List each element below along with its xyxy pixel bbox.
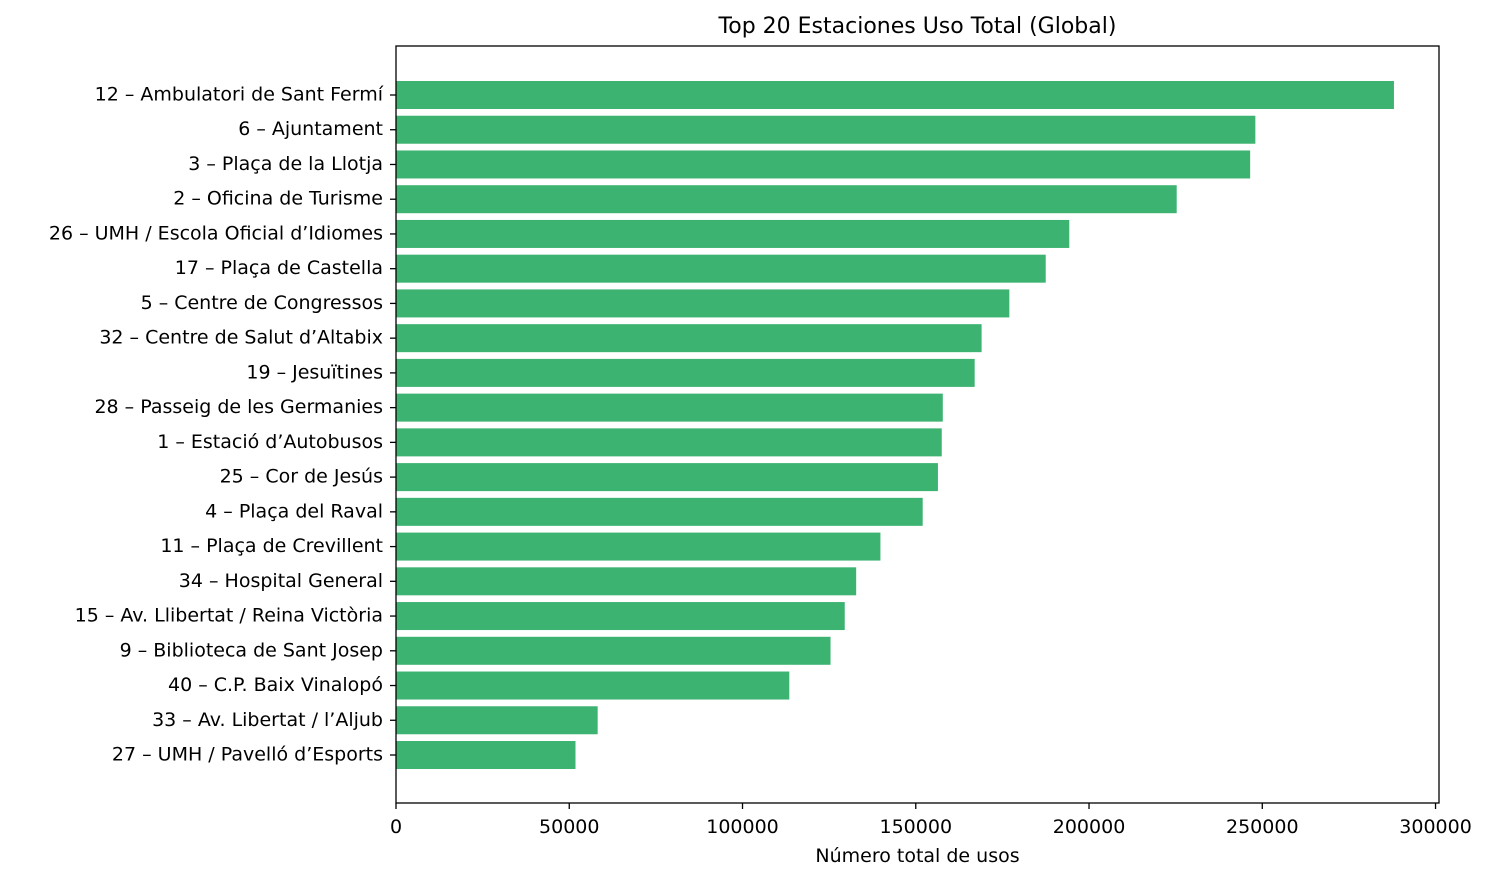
chart-title: Top 20 Estaciones Uso Total (Global) <box>718 14 1117 39</box>
bar-3 <box>396 150 1251 179</box>
x-tick-label: 300000 <box>1399 816 1472 838</box>
x-ticks: 0 50000 100000 150000 200000 250000 300000 <box>390 803 1472 838</box>
y-tick-label: 5 – Centre de Congressos <box>141 292 383 314</box>
y-tick-label: 33 – Av. Libertat / l’Aljub <box>152 709 383 731</box>
y-tick-label: 1 – Estació d’Autobusos <box>157 431 383 453</box>
y-tick-label: 2 – Oficina de Turisme <box>173 188 383 210</box>
y-tick-label: 34 – Hospital General <box>179 570 383 592</box>
bar-12 <box>396 463 938 492</box>
bar-13 <box>396 497 923 526</box>
y-tick-label: 17 – Plaça de Castella <box>175 257 383 279</box>
x-tick-label: 0 <box>390 816 402 838</box>
x-tick-label: 100000 <box>706 816 779 838</box>
bar-15 <box>396 567 857 596</box>
bar-1 <box>396 81 1394 109</box>
y-tick-label: 26 – UMH / Escola Oficial d’Idiomes <box>49 222 383 244</box>
y-tick-label: 4 – Plaça del Raval <box>205 500 383 522</box>
y-tick-label: 11 – Plaça de Crevillent <box>160 535 383 557</box>
bar-16 <box>396 602 845 631</box>
bar-10 <box>396 393 943 422</box>
y-tick-label: 19 – Jesuïtines <box>246 361 383 383</box>
bar-17 <box>396 636 831 665</box>
y-tick-label: 40 – C.P. Baix Vinalopó <box>168 674 383 696</box>
y-tick-label: 3 – Plaça de la Llotja <box>188 153 383 175</box>
x-axis-label: Número total de usos <box>815 845 1019 867</box>
y-tick-label: 12 – Ambulatori de Sant Fermí <box>95 84 384 106</box>
x-tick-label: 250000 <box>1226 816 1299 838</box>
x-tick-label: 200000 <box>1053 816 1126 838</box>
y-tick-label: 27 – UMH / Pavelló d’Esports <box>112 744 383 766</box>
x-tick-label: 50000 <box>539 816 599 838</box>
bar-5 <box>396 219 1070 248</box>
bar-20 <box>396 741 576 769</box>
bar-14 <box>396 532 881 561</box>
bar-8 <box>396 324 982 353</box>
bar-9 <box>396 358 975 387</box>
bar-18 <box>396 671 790 700</box>
bar-11 <box>396 428 942 457</box>
y-tick-label: 32 – Centre de Salut d’Altabix <box>99 327 383 349</box>
y-tick-label: 25 – Cor de Jesús <box>220 466 383 488</box>
y-tick-label: 9 – Biblioteca de Sant Josep <box>120 639 383 661</box>
bar-6 <box>396 254 1046 283</box>
x-tick-label: 150000 <box>880 816 953 838</box>
bar-2 <box>396 115 1256 144</box>
bar-4 <box>396 185 1177 214</box>
bars-group <box>396 81 1394 769</box>
bar-7 <box>396 289 1010 318</box>
y-tick-labels: 12 – Ambulatori de Sant Fermí 6 – Ajuntam… <box>49 84 396 766</box>
bar-19 <box>396 706 598 735</box>
y-tick-label: 28 – Passeig de les Germanies <box>94 396 383 418</box>
y-tick-label: 6 – Ajuntament <box>238 118 383 140</box>
plot-frame <box>395 45 1440 804</box>
y-tick-label: 15 – Av. Llibertat / Reina Victòria <box>75 605 383 627</box>
